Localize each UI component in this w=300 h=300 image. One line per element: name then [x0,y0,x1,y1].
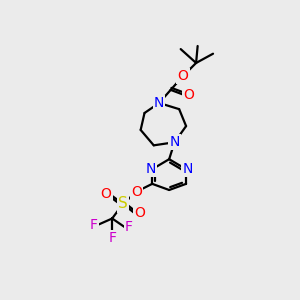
Text: O: O [131,184,142,199]
Text: F: F [108,231,116,245]
Text: S: S [118,196,128,211]
Text: N: N [154,96,164,110]
Text: O: O [134,206,145,220]
Text: F: F [90,218,98,232]
Text: O: O [178,69,188,83]
Text: O: O [183,88,194,101]
Text: F: F [125,220,133,234]
Text: O: O [100,187,111,201]
Text: N: N [146,162,156,176]
Text: N: N [182,162,193,176]
Text: N: N [154,96,164,110]
Text: N: N [169,135,180,149]
